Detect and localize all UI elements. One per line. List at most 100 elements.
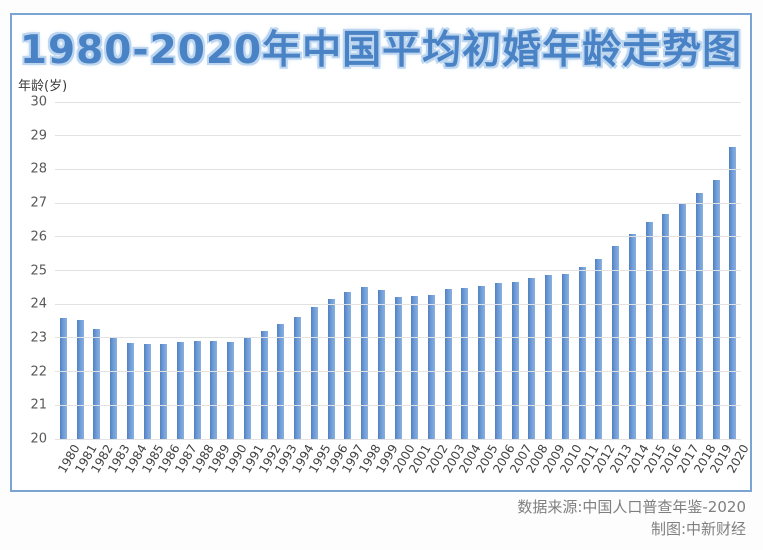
bar-2002: [428, 294, 436, 439]
bar-slot: 1982: [88, 102, 116, 475]
bar-2013: [612, 246, 620, 439]
bar-slot: 1992: [256, 102, 283, 475]
bar-1985: [143, 343, 151, 439]
gridline: [55, 202, 741, 204]
bar-2017: [679, 203, 687, 439]
y-tick-label: 27: [30, 195, 47, 211]
bar-1990: [227, 342, 235, 439]
chart-card: 1980-2020年中国平均初婚年龄走势图 年龄(岁) 30 29 28 27 26 25…: [10, 13, 752, 492]
bar-slot: 1999: [373, 102, 400, 475]
bar-2014: [628, 234, 636, 439]
bar-2018: [695, 193, 703, 439]
y-axis-label: 年龄(岁): [18, 79, 68, 94]
bar-slot: 2004: [457, 102, 484, 475]
bar-slot: 2009: [540, 102, 568, 475]
bar-2011: [578, 267, 586, 439]
y-tick-label: 25: [30, 263, 47, 278]
bar-1994: [294, 317, 302, 439]
bar-slot: 1994: [289, 102, 317, 475]
bar-2004: [461, 288, 469, 439]
bar-2007: [511, 281, 519, 439]
gridline: [55, 236, 741, 238]
bars-container: 1980 1981 1982 1983 1984 1985 1986 1987 1988 1989…: [55, 102, 752, 475]
y-tick-label: 29: [30, 128, 47, 144]
gridline: [55, 371, 741, 373]
y-tick-label: 23: [30, 330, 47, 346]
chart-footer: 数据来源:中国人口普查年鉴-2020 制图:中新财经: [517, 496, 746, 540]
bar-1995: [310, 307, 318, 439]
gridline: [55, 337, 741, 339]
bar-slot: 2014: [624, 102, 651, 475]
bar-2008: [528, 278, 536, 439]
bar-slot: 2006: [490, 102, 518, 475]
bar-slot: 2013: [607, 102, 635, 475]
bar-slot: 1996: [323, 102, 350, 475]
bar-slot: 1997: [339, 102, 367, 475]
bar-slot: 1987: [172, 102, 200, 475]
bar-slot: 1998: [356, 102, 384, 475]
bar-slot: 1984: [122, 102, 149, 475]
bar-slot: 2001: [406, 102, 434, 475]
y-tick-label: 30: [30, 94, 47, 110]
bar-slot: 1990: [222, 102, 250, 475]
bar-1998: [361, 286, 369, 439]
y-tick-label: 22: [30, 364, 47, 380]
bar-slot: 2018: [691, 102, 718, 475]
bar-slot: 2007: [507, 102, 534, 475]
bar-1986: [160, 343, 168, 439]
gridline: [55, 168, 741, 170]
bar-1992: [260, 330, 268, 439]
bar-2000: [394, 297, 402, 439]
bar-slot: 1981: [72, 102, 99, 475]
plot-area: 1980 1981 1982 1983 1984 1985 1986 1987 1988 1989…: [55, 101, 752, 475]
bar-1981: [76, 320, 84, 439]
bar-1983: [110, 336, 118, 439]
bar-slot: 1988: [189, 102, 216, 475]
bar-2015: [645, 222, 653, 439]
bar-slot: 1995: [306, 102, 334, 475]
y-tick-label: 28: [30, 161, 47, 177]
bar-slot: 2016: [657, 102, 685, 475]
bar-1996: [327, 299, 335, 439]
bar-1982: [93, 329, 101, 439]
chart-title: 1980-2020年中国平均初婚年龄走势图: [19, 28, 743, 73]
bar-1984: [126, 342, 134, 439]
bar-2020: [729, 146, 737, 439]
bar-slot: 2017: [674, 102, 702, 475]
bar-slot: 2002: [423, 102, 451, 475]
gridline: [55, 438, 741, 440]
bar-1980: [59, 318, 67, 439]
bar-slot: 1983: [105, 102, 133, 475]
bar-1993: [277, 323, 285, 439]
bar-2010: [561, 274, 569, 439]
bar-2016: [662, 213, 670, 439]
y-tick-label: 20: [30, 431, 47, 447]
gridline: [55, 303, 741, 305]
source-text: 数据来源:中国人口普查年鉴-2020: [517, 498, 746, 516]
bar-1999: [377, 290, 385, 439]
bar-slot: 2019: [708, 102, 735, 475]
bar-slot: 1991: [239, 102, 267, 475]
bar-slot: 2008: [524, 102, 551, 475]
bar-slot: 1989: [206, 102, 233, 475]
bar-2003: [444, 289, 452, 439]
y-tick-label: 24: [30, 296, 47, 312]
bar-2012: [595, 258, 603, 439]
bar-slot: 2003: [440, 102, 467, 475]
bar-1997: [344, 292, 352, 439]
bar-2006: [494, 282, 502, 439]
gridline: [55, 404, 741, 406]
bar-1989: [210, 340, 218, 439]
gridline: [55, 101, 741, 103]
bar-2001: [411, 295, 419, 439]
bar-1991: [243, 338, 251, 439]
bar-slot: 2000: [390, 102, 417, 475]
credit-text: 制图:中新财经: [650, 520, 746, 538]
bar-2009: [545, 274, 553, 439]
bar-slot: 2011: [574, 102, 601, 475]
bar-slot: 1986: [155, 102, 183, 475]
y-tick-label: 26: [30, 229, 47, 245]
bar-slot: 1985: [139, 102, 166, 475]
bar-2005: [478, 286, 486, 439]
y-tick-label: 21: [30, 397, 47, 413]
